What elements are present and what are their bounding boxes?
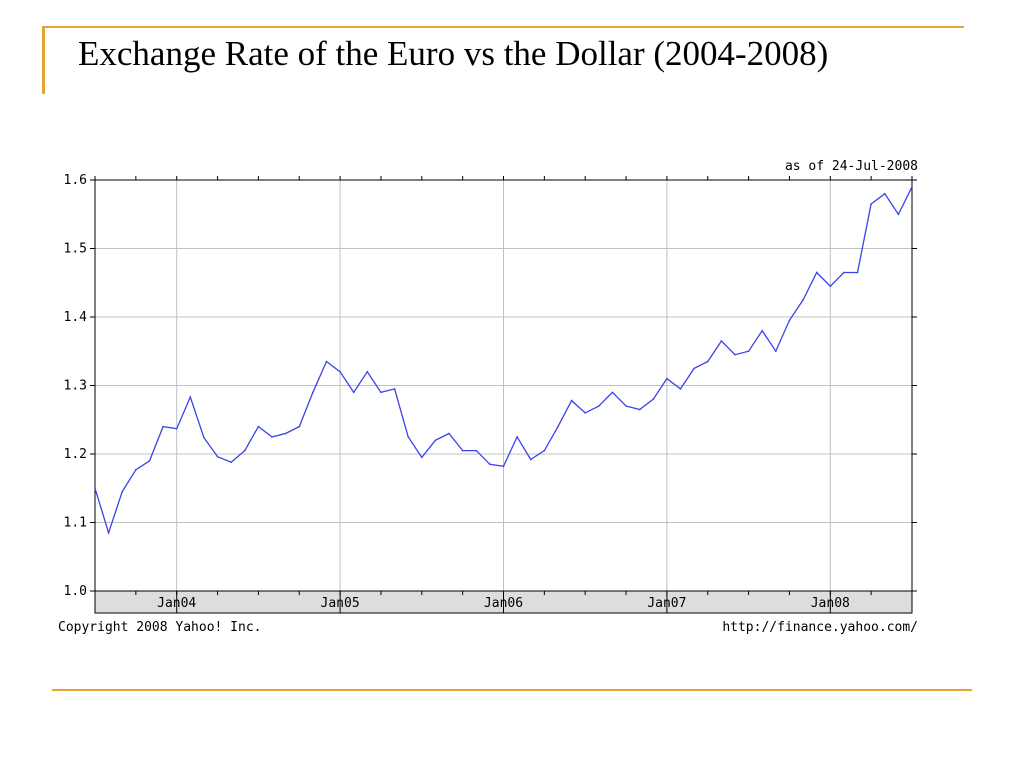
data-point xyxy=(897,213,900,216)
data-point xyxy=(829,285,832,287)
x-tick-label: Jan06 xyxy=(484,596,523,611)
data-point xyxy=(843,271,845,274)
data-point xyxy=(679,388,682,390)
y-tick-label: 1.6 xyxy=(64,173,87,188)
x-tick-label: Jan07 xyxy=(647,596,686,611)
data-point xyxy=(570,399,573,402)
title-accent-bar xyxy=(42,28,45,94)
source-url-label: http://finance.yahoo.com/ xyxy=(722,620,918,635)
data-point xyxy=(611,391,614,394)
data-point xyxy=(666,377,668,380)
data-point xyxy=(761,329,764,332)
data-point xyxy=(243,449,246,452)
exchange-rate-chart: 1.01.11.21.31.41.51.6 Jan04 Jan05 Jan06 Jan… xyxy=(58,159,918,635)
data-point xyxy=(94,487,96,490)
data-point xyxy=(693,367,695,370)
data-point xyxy=(802,299,804,301)
y-tick-label: 1.2 xyxy=(64,447,87,462)
data-point xyxy=(216,455,219,458)
data-point xyxy=(148,460,151,462)
data-point xyxy=(883,192,886,195)
data-point xyxy=(162,425,164,428)
data-point xyxy=(434,439,437,442)
data-point xyxy=(298,425,301,428)
data-point xyxy=(421,456,423,459)
data-point xyxy=(720,340,723,342)
data-point xyxy=(271,436,273,438)
data-point xyxy=(870,203,872,205)
data-point xyxy=(257,425,260,428)
y-tick-label: 1.0 xyxy=(64,584,87,599)
x-tick-label: Jan04 xyxy=(157,596,196,611)
data-point xyxy=(121,490,124,493)
data-point xyxy=(489,463,491,466)
data-point xyxy=(584,412,586,414)
x-tick-labels: Jan04 Jan05 Jan06 Jan07 Jan08 xyxy=(157,596,850,611)
data-point xyxy=(380,391,382,394)
data-points xyxy=(94,186,913,534)
data-point xyxy=(652,398,655,400)
data-point xyxy=(339,371,341,373)
y-tick-label: 1.1 xyxy=(64,516,87,531)
as-of-label: as of 24-Jul-2008 xyxy=(785,159,918,174)
data-point xyxy=(175,427,178,430)
slide-title: Exchange Rate of the Euro vs the Dollar … xyxy=(78,34,829,73)
data-point xyxy=(788,319,791,322)
grid-layer xyxy=(95,180,912,591)
data-point xyxy=(638,408,641,411)
data-point xyxy=(312,391,314,394)
data-point xyxy=(107,531,110,534)
copyright-label: Copyright 2008 Yahoo! Inc. xyxy=(58,620,262,635)
data-point xyxy=(352,391,355,394)
data-point xyxy=(135,468,137,471)
ticks-layer xyxy=(90,176,917,613)
data-point xyxy=(706,360,709,363)
data-point xyxy=(475,449,478,452)
data-point xyxy=(407,436,409,438)
data-point xyxy=(284,432,287,435)
data-point xyxy=(775,350,777,353)
x-tick-label: Jan05 xyxy=(321,596,360,611)
data-point xyxy=(325,360,328,363)
y-tick-label: 1.4 xyxy=(64,310,88,325)
data-point xyxy=(366,371,369,373)
data-point xyxy=(230,461,232,464)
x-tick-label: Jan08 xyxy=(811,596,850,611)
data-point xyxy=(856,271,859,274)
data-point xyxy=(529,458,532,461)
data-point xyxy=(598,405,600,407)
data-point xyxy=(747,350,750,353)
data-point xyxy=(461,449,464,452)
data-point xyxy=(557,425,559,428)
y-tick-label: 1.3 xyxy=(64,379,87,394)
data-point xyxy=(815,271,818,274)
data-point xyxy=(502,465,505,468)
y-tick-label: 1.5 xyxy=(64,242,87,257)
data-point xyxy=(189,396,192,398)
y-tick-labels: 1.0 1.1 1.2 1.3 1.4 1.5 1.6 xyxy=(64,173,88,599)
data-point xyxy=(625,405,627,407)
data-point xyxy=(516,436,518,438)
bottom-rule xyxy=(52,689,972,691)
data-point xyxy=(543,449,546,452)
data-point xyxy=(203,436,205,439)
data-point xyxy=(393,388,396,390)
data-point xyxy=(448,432,450,435)
data-point xyxy=(911,186,913,188)
title-top-rule xyxy=(42,26,964,28)
data-point xyxy=(734,353,736,356)
